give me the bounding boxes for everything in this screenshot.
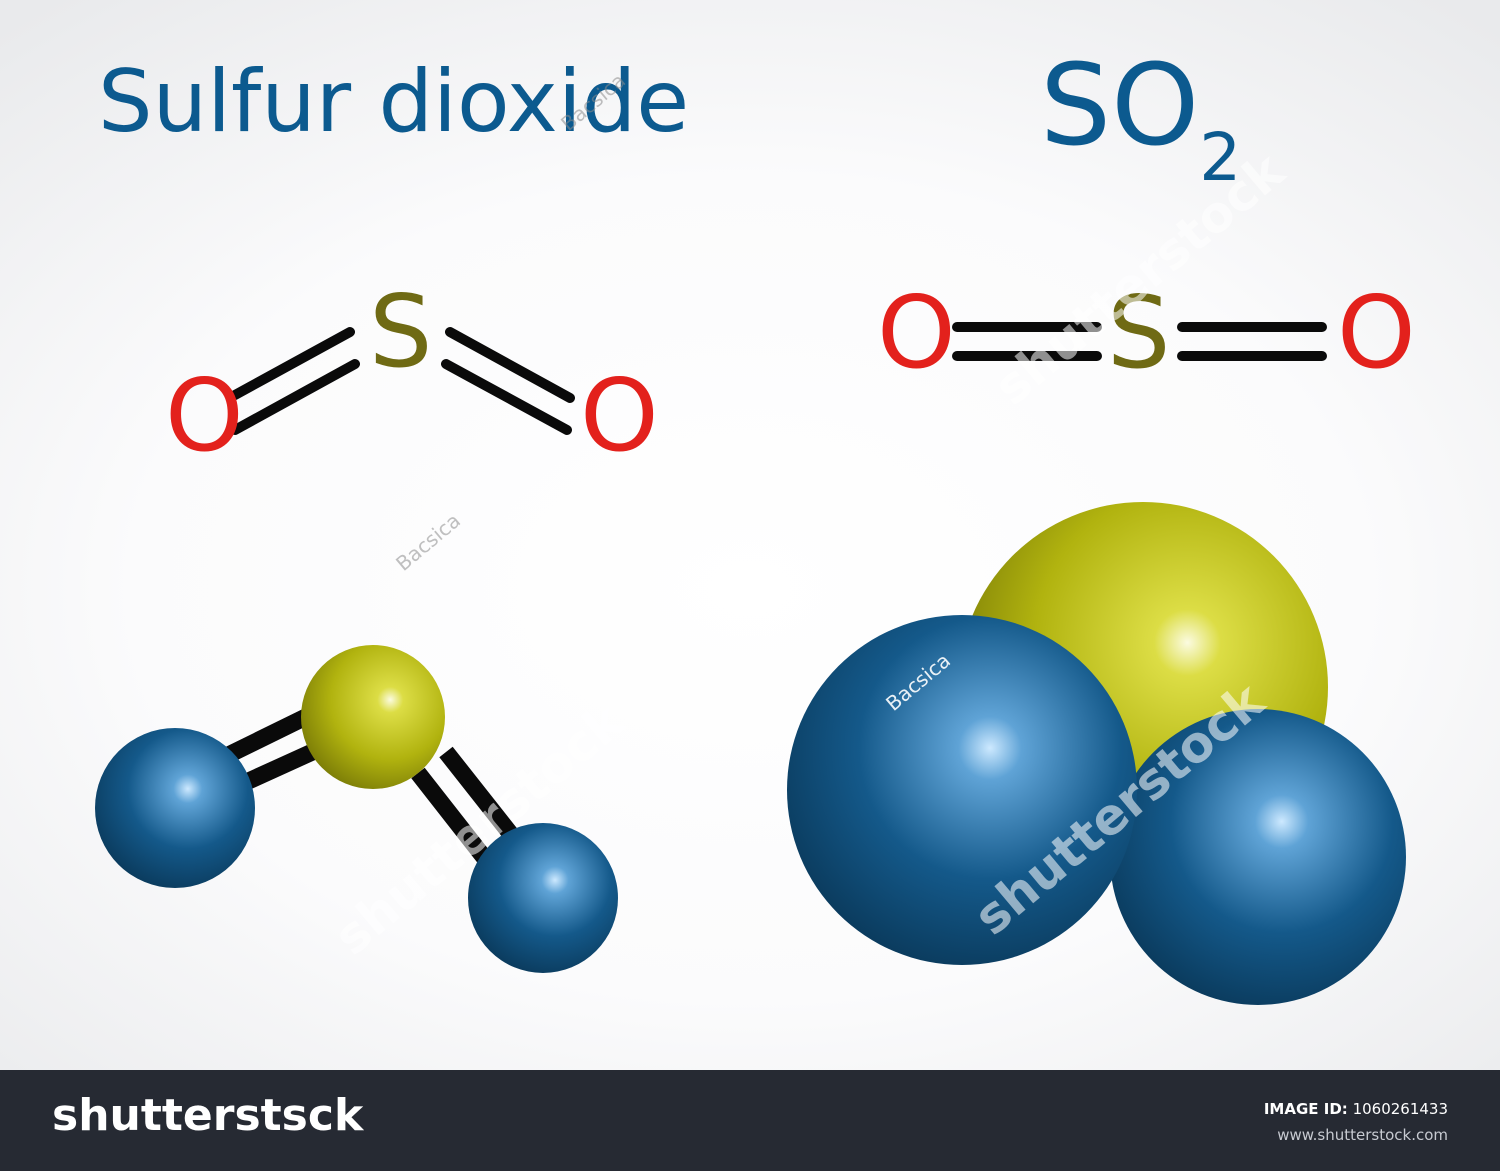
linear-sulfur-label: S (1107, 274, 1171, 391)
footer-site-url: www.shutterstock.com (1277, 1126, 1448, 1144)
linear-oxygen-right-label: O (1337, 274, 1416, 391)
skeletal-angled-oxygen-right-label: O (580, 357, 659, 474)
oxygen-ball-right (468, 823, 618, 973)
molecule-name-title: Sulfur dioxide (98, 52, 690, 152)
skeletal-angled-oxygen-left-label: O (165, 357, 244, 474)
formula-subscript: 2 (1199, 119, 1242, 196)
molecule-drawings (95, 322, 1406, 1005)
diagram-canvas: Sulfur dioxide SO2 S O O O S O shutterst… (0, 0, 1500, 1070)
skeletal-angled-sulfur-label: S (369, 273, 433, 390)
image-id-label: IMAGE ID: (1263, 1100, 1348, 1118)
sulfur-ball (301, 645, 445, 789)
oxygen-sphere-right (1110, 709, 1406, 1005)
linear-double-bond-right (1177, 322, 1327, 361)
oxygen-ball-left (95, 728, 255, 888)
angled-double-bond-right (441, 327, 575, 435)
formula-main: SO (1040, 41, 1200, 171)
footer-brand-logo: shutterstsck (52, 1090, 364, 1141)
footer-image-id: IMAGE ID: 1060261433 (1264, 1100, 1448, 1118)
chemical-formula: SO2 (1040, 50, 1241, 191)
image-id-value: 1060261433 (1352, 1100, 1448, 1118)
linear-oxygen-left-label: O (877, 274, 956, 391)
stock-footer-bar: shutterstsck IMAGE ID: 1060261433 www.sh… (0, 1070, 1500, 1171)
angled-double-bond-left (230, 327, 360, 435)
linear-double-bond-left (952, 322, 1102, 361)
oxygen-sphere-left (787, 615, 1137, 965)
